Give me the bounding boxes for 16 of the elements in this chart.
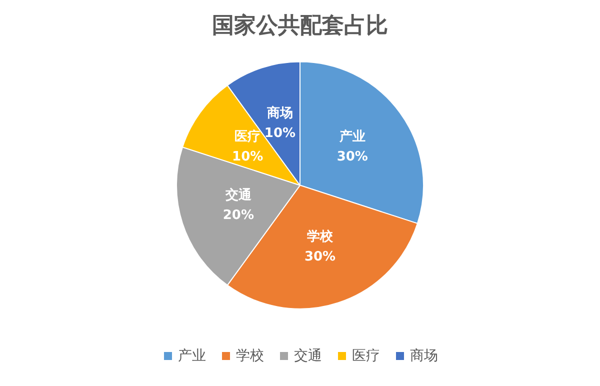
slice-label: 交通	[224, 186, 252, 203]
slice-label: 医疗	[234, 128, 261, 145]
legend-label: 产业	[178, 348, 206, 364]
data-label: 30%	[304, 249, 336, 264]
slice-label: 商场	[266, 105, 293, 122]
data-label: 30%	[336, 150, 368, 165]
data-label: 10%	[264, 126, 296, 142]
data-label: 10%	[232, 150, 264, 165]
legend-label: 医疗	[352, 348, 380, 364]
legend-label: 交通	[294, 348, 322, 364]
slice-label: 产业	[338, 128, 366, 145]
legend-label: 学校	[236, 348, 264, 364]
chart-title: 国家公共配套占比	[212, 12, 388, 38]
data-label: 20%	[222, 208, 254, 223]
legend-label: 商场	[410, 348, 438, 364]
slice-label: 学校	[307, 228, 334, 244]
